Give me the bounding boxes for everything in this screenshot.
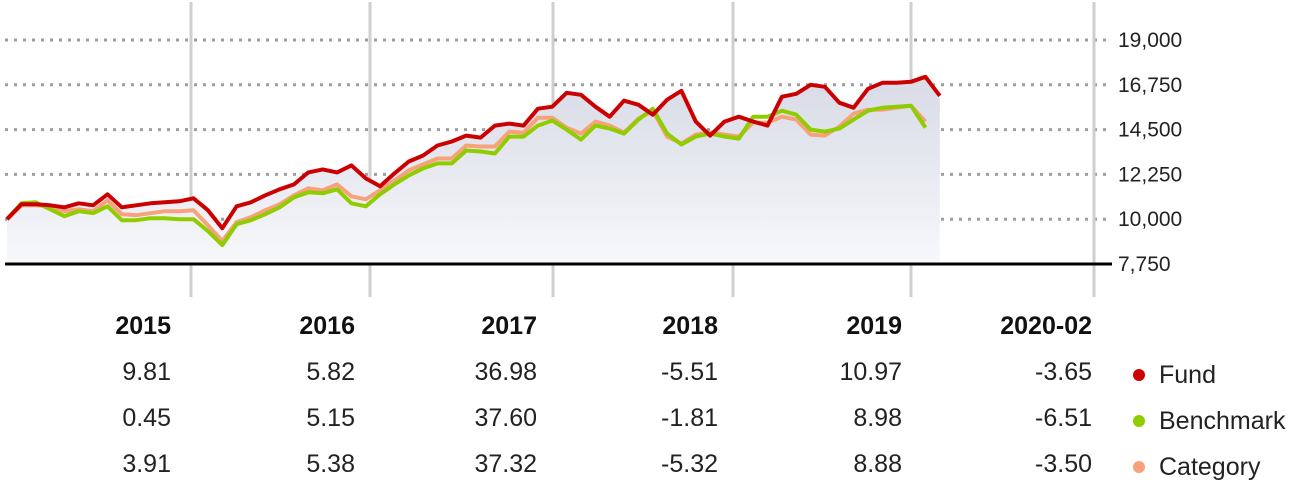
legend-label: Category (1159, 452, 1261, 481)
growth-chart: 19,000 16,750 14,500 12,250 10,000 7,750 (5, 2, 1182, 297)
legend-item-benchmark: Benchmark (1133, 406, 1285, 436)
year-header: 2020-02 (1000, 312, 1092, 340)
benchmark-return-cell: 37.60 (474, 404, 537, 432)
y-tick-label: 19,000 (1118, 29, 1182, 52)
year-header: 2018 (662, 312, 718, 340)
y-tick-label: 16,750 (1118, 74, 1182, 97)
y-tick-label: 10,000 (1118, 208, 1182, 231)
benchmark-return-cell: 8.98 (853, 404, 902, 432)
category-return-cell: 3.91 (122, 450, 171, 478)
legend-item-category: Category (1133, 452, 1260, 482)
fund-return-cell: 10.97 (839, 358, 902, 386)
y-tick-label: 12,250 (1118, 163, 1182, 186)
year-header: 2017 (481, 312, 537, 340)
y-tick-label: 14,500 (1118, 119, 1182, 142)
series-lines (5, 74, 942, 248)
legend-dot-icon (1133, 461, 1145, 473)
year-header: 2019 (846, 312, 902, 340)
legend-dot-icon (1133, 415, 1145, 427)
category-line (5, 103, 927, 244)
benchmark-return-cell: 5.15 (306, 404, 355, 432)
legend-item-fund: Fund (1133, 360, 1216, 390)
benchmark-return-cell: -6.51 (1035, 404, 1092, 432)
benchmark-return-cell: -1.81 (661, 404, 718, 432)
legend-dot-icon (1133, 369, 1145, 381)
y-axis-ticks: 19,000 16,750 14,500 12,250 10,000 7,750 (1118, 29, 1182, 276)
fund-return-cell: -3.65 (1035, 358, 1092, 386)
category-return-cell: -3.50 (1035, 450, 1092, 478)
fund-line (5, 74, 942, 231)
legend-label: Fund (1159, 360, 1216, 389)
fund-return-cell: 5.82 (306, 358, 355, 386)
category-return-cell: 5.38 (306, 450, 355, 478)
category-return-cell: -5.32 (661, 450, 718, 478)
year-header: 2015 (115, 312, 171, 340)
year-header: 2016 (299, 312, 355, 340)
benchmark-return-cell: 0.45 (122, 404, 171, 432)
legend-label: Benchmark (1159, 406, 1286, 435)
category-return-cell: 8.88 (853, 450, 902, 478)
fund-return-cell: 9.81 (122, 358, 171, 386)
category-return-cell: 37.32 (474, 450, 537, 478)
fund-area-fill (7, 76, 940, 264)
fund-return-cell: 36.98 (474, 358, 537, 386)
fund-return-cell: -5.51 (661, 358, 718, 386)
y-tick-label: 7,750 (1118, 253, 1171, 276)
